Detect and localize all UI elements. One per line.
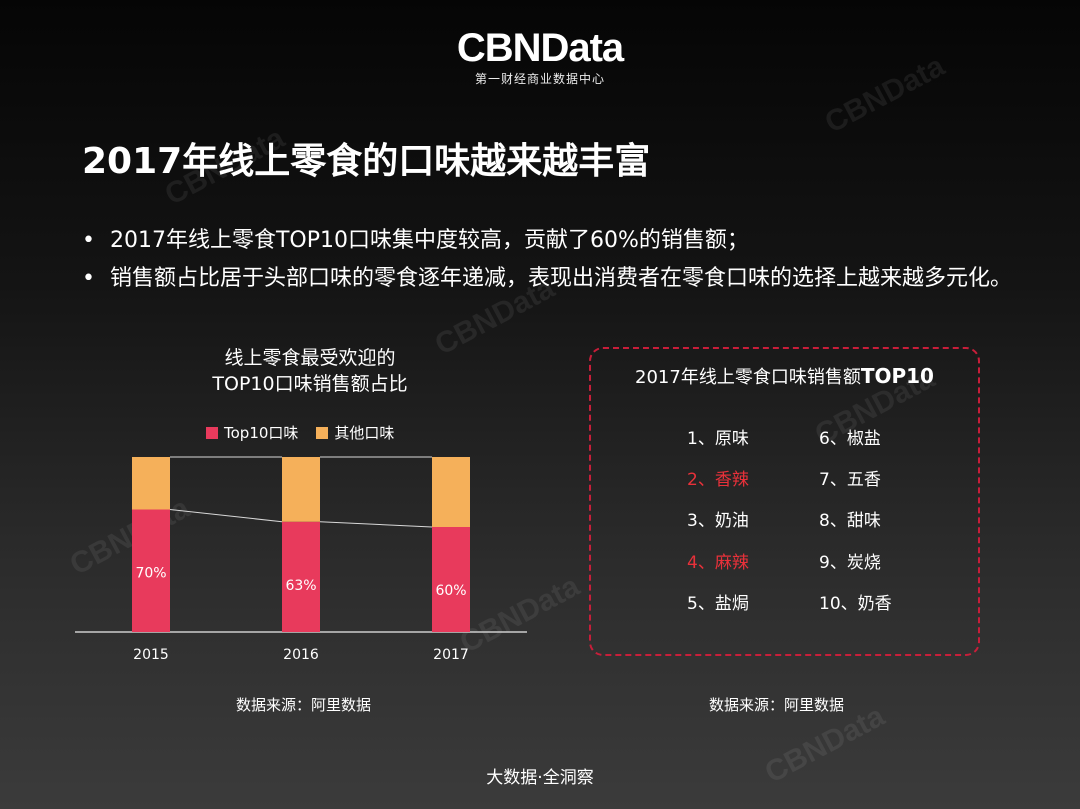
- bar-top10-2016: [282, 521, 320, 632]
- connector-line-top10: [319, 521, 433, 528]
- top10-rank-item: 8、甜味: [819, 511, 881, 531]
- top10-box-title-bold: TOP10: [860, 364, 934, 388]
- bar-other-2016: [282, 457, 320, 522]
- logo-main: CBNData: [456, 26, 624, 70]
- source-note-left: 数据来源：阿里数据: [236, 696, 372, 714]
- bullet-dot: •: [82, 228, 95, 253]
- top10-box-title: 2017年线上零食口味销售额TOP10: [591, 363, 978, 389]
- top10-rank-item: 4、麻辣: [687, 553, 749, 573]
- legend-swatch-top10: [206, 426, 218, 439]
- chart-title-line-2: TOP10口味销售额占比: [212, 373, 408, 395]
- top10-rank-item: 5、盐焗: [687, 594, 749, 614]
- legend-label-top10: Top10口味: [224, 424, 299, 442]
- bullet-text: 2017年线上零食TOP10口味集中度较高，贡献了60%的销售额；: [110, 228, 749, 253]
- x-tick-label-2015: 2015: [133, 647, 169, 663]
- top10-rank-item: 7、五香: [819, 470, 881, 490]
- x-tick-label-2016: 2016: [283, 647, 319, 663]
- top10-rank-item: 3、奶油: [687, 511, 749, 531]
- top10-rank-item: 9、炭烧: [819, 553, 881, 573]
- bullet-text: 销售额占比居于头部口味的零食逐年递减，表现出消费者在零食口味的选择上越来越多元化…: [110, 266, 1013, 291]
- data-label-2017: 60%: [435, 583, 466, 599]
- data-label-2015: 70%: [135, 566, 166, 582]
- bullet-item: • 2017年线上零食TOP10口味集中度较高，贡献了60%的销售额；: [82, 224, 1022, 258]
- logo: CBNData 第一财经商业数据中心: [0, 28, 1080, 87]
- stacked-bar-chart: 70% 2015 63% 2016 60% 2017: [75, 456, 527, 663]
- connector-line-top10: [169, 509, 283, 523]
- top10-box-title-prefix: 2017年线上零食口味销售额: [635, 367, 861, 388]
- page-title: 2017年线上零食的口味越来越丰富: [82, 141, 651, 182]
- chart-title: 线上零食最受欢迎的 TOP10口味销售额占比: [160, 345, 460, 397]
- bar-other-2017: [432, 457, 470, 527]
- chart-title-line-1: 线上零食最受欢迎的: [224, 347, 396, 369]
- top10-rank-item: 10、奶香: [819, 594, 892, 614]
- chart-legend: Top10口味 其他口味: [206, 422, 394, 443]
- source-note-right: 数据来源：阿里数据: [709, 696, 845, 714]
- legend-label-other: 其他口味: [334, 424, 395, 442]
- top10-rank-item: 1、原味: [687, 429, 749, 449]
- footer-slogan: 大数据·全洞察: [486, 768, 594, 788]
- top10-rank-item: 6、椒盐: [819, 429, 881, 449]
- bar-other-2015: [132, 457, 170, 510]
- legend-item-top10: Top10口味: [206, 422, 298, 443]
- x-tick-label-2017: 2017: [433, 647, 469, 663]
- top10-rank-item: 2、香辣: [687, 470, 749, 490]
- top10-flavor-box: 2017年线上零食口味销售额TOP10: [589, 347, 980, 656]
- bar-top10-2017: [432, 527, 470, 632]
- legend-item-other: 其他口味: [316, 422, 394, 443]
- legend-swatch-other: [316, 426, 329, 439]
- bullet-list: • 2017年线上零食TOP10口味集中度较高，贡献了60%的销售额； • 销售…: [82, 224, 1022, 300]
- bullet-dot: •: [82, 266, 95, 291]
- data-label-2016: 63%: [285, 578, 316, 594]
- bullet-item: • 销售额占比居于头部口味的零食逐年递减，表现出消费者在零食口味的选择上越来越多…: [82, 262, 1022, 296]
- bar-top10-2015: [132, 509, 170, 632]
- logo-subtitle: 第一财经商业数据中心: [474, 72, 605, 86]
